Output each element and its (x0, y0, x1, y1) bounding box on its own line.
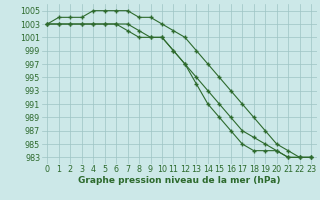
X-axis label: Graphe pression niveau de la mer (hPa): Graphe pression niveau de la mer (hPa) (78, 176, 280, 185)
